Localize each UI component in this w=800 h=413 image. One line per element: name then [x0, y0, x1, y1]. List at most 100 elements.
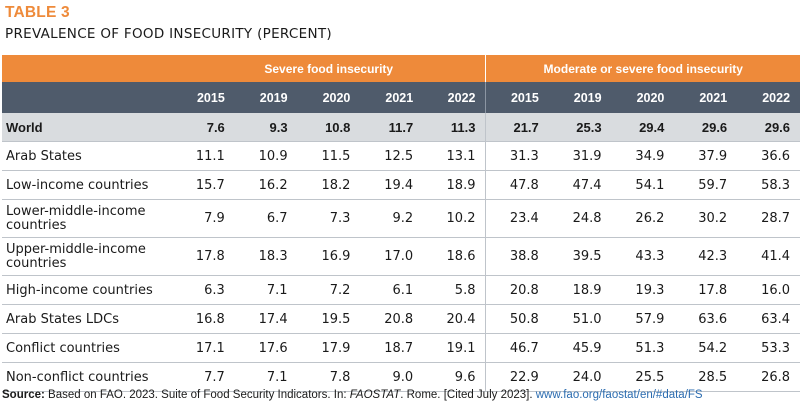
- table-cell: 54.2: [674, 333, 738, 363]
- table-cell: 17.8: [172, 237, 235, 276]
- table-cell: 7.6: [172, 113, 235, 142]
- year-header: 2022: [737, 82, 800, 113]
- table-row: High-income countries 6.3 7.1 7.2 6.1 5.…: [2, 275, 800, 305]
- table-row: Non-conflict countries 7.7 7.1 7.8 9.0 9…: [2, 362, 800, 392]
- table-cell: 18.3: [234, 237, 298, 276]
- table-cell: 10.8: [297, 113, 361, 142]
- table-cell: 18.9: [423, 170, 487, 200]
- row-name: High-income countries: [2, 275, 172, 305]
- table-cell: 9.3: [234, 113, 298, 142]
- year-header: 2019: [234, 82, 298, 113]
- table-cell: 37.9: [674, 141, 738, 171]
- table-cell: 36.6: [737, 141, 800, 171]
- table-cell: 16.8: [172, 304, 235, 334]
- table-cell: 11.3: [423, 113, 487, 142]
- table-cell: 26.2: [611, 199, 675, 238]
- table-cell: 10.9: [234, 141, 298, 171]
- table-cell: 11.5: [297, 141, 361, 171]
- table-cell: 18.7: [360, 333, 424, 363]
- table-cell: 22.9: [485, 362, 549, 392]
- table-cell: 7.3: [297, 199, 361, 238]
- table-cell: 5.8: [423, 275, 487, 305]
- row-name: Non-conflict countries: [2, 362, 172, 392]
- table-cell: 25.5: [611, 362, 675, 392]
- table-cell: 29.6: [674, 113, 738, 142]
- table-cell: 17.6: [234, 333, 298, 363]
- table-cell: 16.2: [234, 170, 298, 200]
- group-header-blank: [2, 55, 172, 82]
- table-cell: 17.0: [360, 237, 424, 276]
- table-cell: 24.8: [548, 199, 612, 238]
- row-name: Conflict countries: [2, 333, 172, 363]
- year-header: 2015: [485, 82, 549, 113]
- table-cell: 20.8: [485, 275, 549, 305]
- year-header: 2020: [611, 82, 675, 113]
- row-name: Lower-middle-income countries: [2, 199, 172, 238]
- table-cell: 18.2: [297, 170, 361, 200]
- table-cell: 38.8: [485, 237, 549, 276]
- source-text: Based on FAO. 2023. Suite of Food Securi…: [44, 389, 350, 401]
- group-header-row: Severe food insecurity Moderate or sever…: [2, 55, 800, 82]
- year-header-row: 2015 2019 2020 2021 2022 2015 2019 2020 …: [2, 82, 800, 113]
- table-cell: 41.4: [737, 237, 800, 276]
- table-cell: 23.4: [485, 199, 549, 238]
- row-name: Arab States LDCs: [2, 304, 172, 334]
- year-header: 2020: [297, 82, 361, 113]
- table-cell: 11.7: [360, 113, 424, 142]
- row-name: World: [2, 113, 172, 142]
- table-cell: 30.2: [674, 199, 738, 238]
- table-cell: 7.7: [172, 362, 235, 392]
- row-name: Upper-middle-income countries: [2, 237, 172, 276]
- table-cell: 54.1: [611, 170, 675, 200]
- table-cell: 10.2: [423, 199, 487, 238]
- table-cell: 20.4: [423, 304, 487, 334]
- table-cell: 16.0: [737, 275, 800, 305]
- table-cell: 24.0: [548, 362, 612, 392]
- table-cell: 31.3: [485, 141, 549, 171]
- table-cell: 63.6: [674, 304, 738, 334]
- table-cell: 17.4: [234, 304, 298, 334]
- table-cell: 11.1: [172, 141, 235, 171]
- table-cell: 28.7: [737, 199, 800, 238]
- year-header: 2021: [674, 82, 738, 113]
- table-cell: 9.0: [360, 362, 424, 392]
- table-cell: 25.3: [548, 113, 612, 142]
- source-note: Source: Based on FAO. 2023. Suite of Foo…: [2, 389, 703, 401]
- table-cell: 19.5: [297, 304, 361, 334]
- table-cell: 7.9: [172, 199, 235, 238]
- group-header-severe: Severe food insecurity: [172, 55, 487, 82]
- source-label: Source:: [2, 389, 45, 401]
- table-row: Lower-middle-income countries 7.9 6.7 7.…: [2, 199, 800, 238]
- table-cell: 39.5: [548, 237, 612, 276]
- table-row: Arab States 11.1 10.9 11.5 12.5 13.1 31.…: [2, 141, 800, 171]
- table-cell: 7.1: [234, 275, 298, 305]
- row-name: Arab States: [2, 141, 172, 171]
- table-row: Arab States LDCs 16.8 17.4 19.5 20.8 20.…: [2, 304, 800, 334]
- year-header: 2015: [172, 82, 235, 113]
- source-italic: FAOSTAT: [349, 389, 401, 401]
- table-cell: 31.9: [548, 141, 612, 171]
- table-cell: 16.9: [297, 237, 361, 276]
- table-cell: 34.9: [611, 141, 675, 171]
- group-header-moderate-severe: Moderate or severe food insecurity: [485, 55, 800, 82]
- table-cell: 19.4: [360, 170, 424, 200]
- table-cell: 17.8: [674, 275, 738, 305]
- table-cell: 51.3: [611, 333, 675, 363]
- table-label: TABLE 3: [5, 4, 70, 21]
- year-header-blank: [2, 82, 172, 113]
- table-cell: 42.3: [674, 237, 738, 276]
- table-row: Conflict countries 17.1 17.6 17.9 18.7 1…: [2, 333, 800, 363]
- table-cell: 28.5: [674, 362, 738, 392]
- table-cell: 18.9: [548, 275, 612, 305]
- table-cell: 53.3: [737, 333, 800, 363]
- table-cell: 7.1: [234, 362, 298, 392]
- source-link[interactable]: www.fao.org/faostat/en/#data/FS: [535, 389, 703, 401]
- table-cell: 18.6: [423, 237, 487, 276]
- table-cell: 7.8: [297, 362, 361, 392]
- table-cell: 58.3: [737, 170, 800, 200]
- table-row: Low-income countries 15.7 16.2 18.2 19.4…: [2, 170, 800, 200]
- table-cell: 9.2: [360, 199, 424, 238]
- table-cell: 59.7: [674, 170, 738, 200]
- table-cell: 51.0: [548, 304, 612, 334]
- table-cell: 47.8: [485, 170, 549, 200]
